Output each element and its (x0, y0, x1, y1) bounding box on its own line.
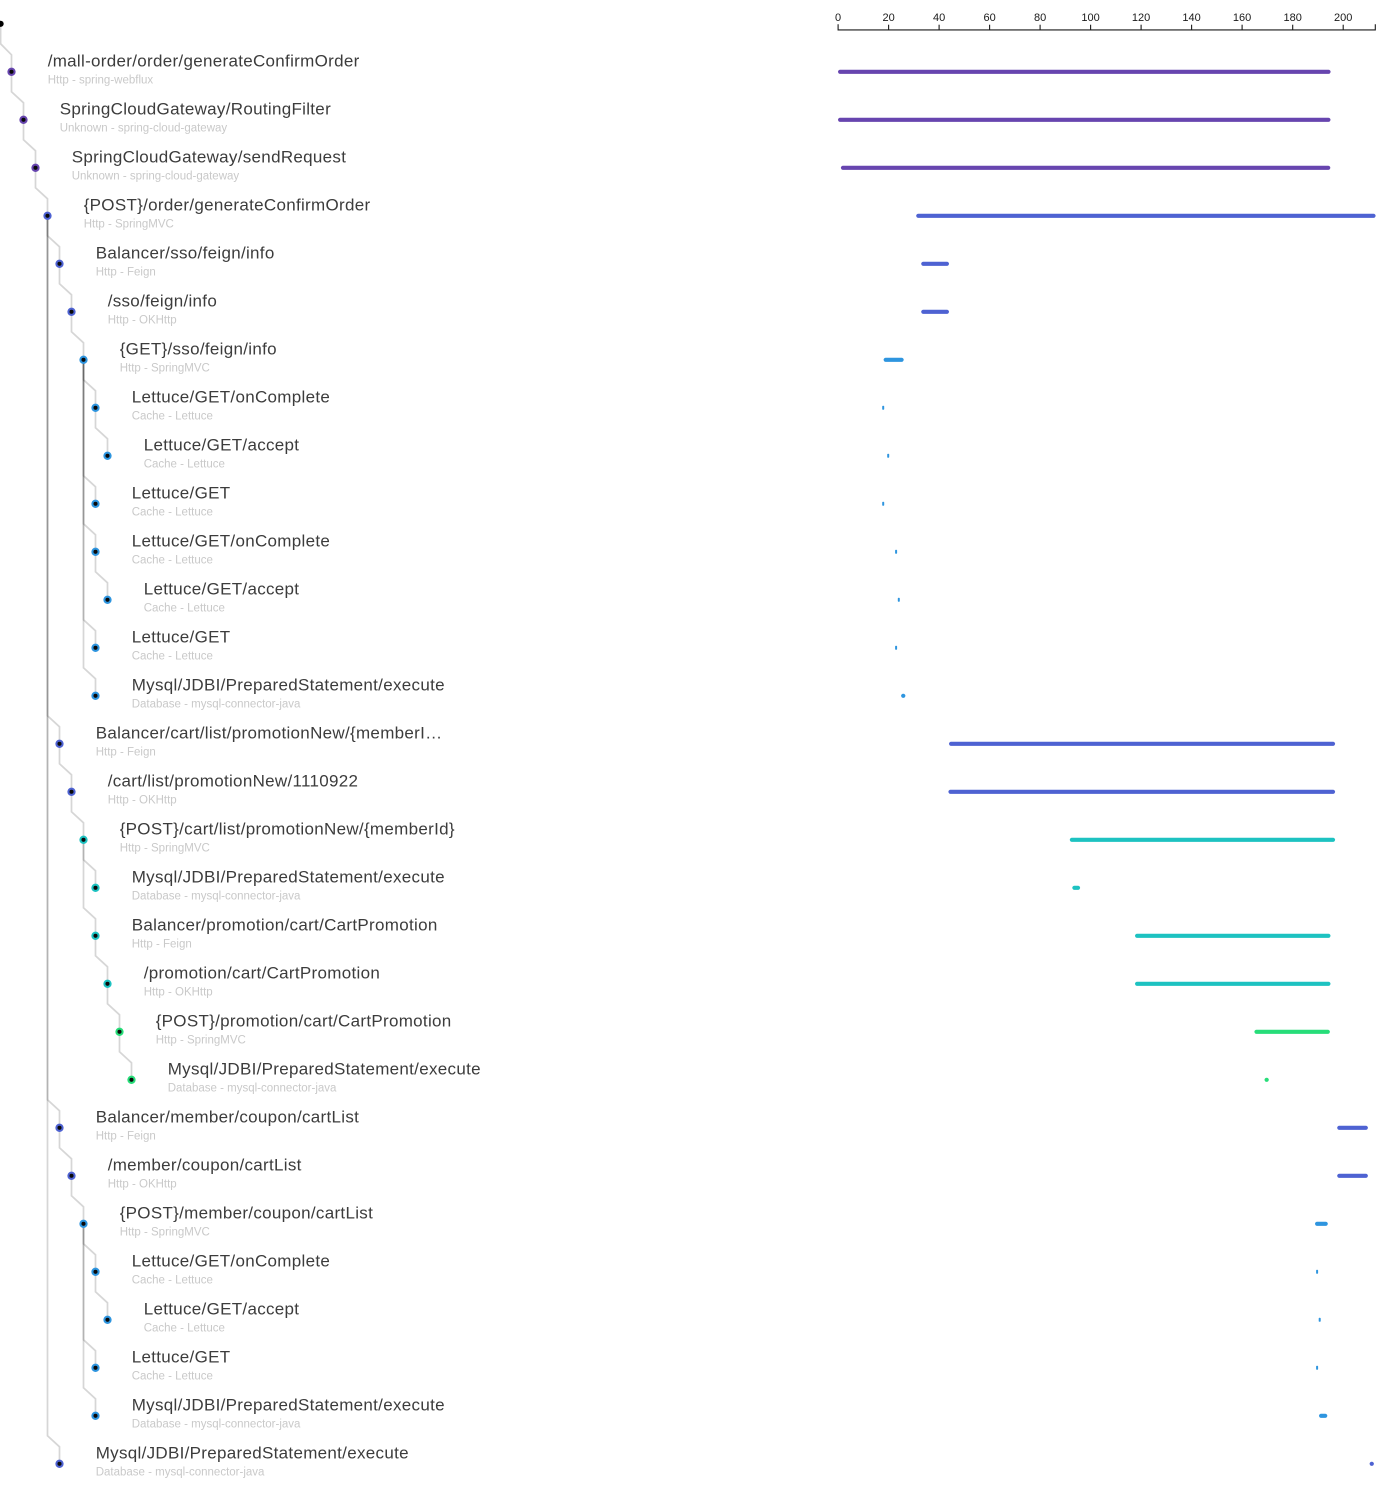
svg-text:Balancer/promotion/cart/CartPr: Balancer/promotion/cart/CartPromotion (132, 916, 438, 935)
svg-text:160: 160 (1233, 12, 1251, 24)
svg-text:Http - OKHttp: Http - OKHttp (108, 1179, 177, 1191)
svg-text:Lettuce/GET: Lettuce/GET (132, 484, 231, 503)
svg-text:Cache - Lettuce: Cache - Lettuce (144, 603, 225, 615)
svg-text:Http - spring-webflux: Http - spring-webflux (48, 75, 154, 87)
svg-text:100: 100 (1081, 12, 1099, 24)
svg-text:Cache - Lettuce: Cache - Lettuce (144, 459, 225, 471)
svg-text:Cache - Lettuce: Cache - Lettuce (132, 1275, 213, 1287)
svg-text:Balancer/member/coupon/cartLis: Balancer/member/coupon/cartList (96, 1108, 359, 1127)
svg-text:Unknown - spring-cloud-gateway: Unknown - spring-cloud-gateway (72, 171, 240, 183)
svg-text:140: 140 (1182, 12, 1200, 24)
svg-text:{POST}/order/generateConfirmOr: {POST}/order/generateConfirmOrder (84, 196, 371, 215)
svg-text:SpringCloudGateway/RoutingFilt: SpringCloudGateway/RoutingFilter (60, 100, 331, 119)
svg-text:/promotion/cart/CartPromotion: /promotion/cart/CartPromotion (144, 964, 380, 983)
svg-text:Http - OKHttp: Http - OKHttp (144, 987, 213, 999)
svg-text:Http - SpringMVC: Http - SpringMVC (84, 219, 174, 231)
svg-text:Database - mysql-connector-jav: Database - mysql-connector-java (132, 1419, 301, 1431)
svg-text:Cache - Lettuce: Cache - Lettuce (132, 651, 213, 663)
svg-text:Mysql/JDBI/PreparedStatement/e: Mysql/JDBI/PreparedStatement/execute (132, 1396, 445, 1415)
svg-text:Http - Feign: Http - Feign (96, 747, 156, 759)
svg-text:/cart/list/promotionNew/111092: /cart/list/promotionNew/1110922 (108, 772, 359, 791)
svg-text:/sso/feign/info: /sso/feign/info (108, 292, 217, 311)
svg-text:Lettuce/GET/accept: Lettuce/GET/accept (144, 1300, 300, 1319)
svg-text:{POST}/promotion/cart/CartProm: {POST}/promotion/cart/CartPromotion (156, 1012, 452, 1031)
svg-text:Cache - Lettuce: Cache - Lettuce (132, 1371, 213, 1383)
svg-text:Cache - Lettuce: Cache - Lettuce (132, 507, 213, 519)
svg-text:200: 200 (1334, 12, 1352, 24)
svg-text:Http - SpringMVC: Http - SpringMVC (120, 1227, 210, 1239)
svg-text:Cache - Lettuce: Cache - Lettuce (132, 555, 213, 567)
svg-text:180: 180 (1284, 12, 1302, 24)
svg-text:/mall-order/order/generateConf: /mall-order/order/generateConfirmOrder (48, 52, 360, 71)
svg-text:{GET}/sso/feign/info: {GET}/sso/feign/info (120, 340, 277, 359)
svg-text:Lettuce/GET: Lettuce/GET (132, 628, 231, 647)
svg-text:Database - mysql-connector-jav: Database - mysql-connector-java (132, 891, 301, 903)
svg-text:Http - Feign: Http - Feign (96, 267, 156, 279)
svg-text:Lettuce/GET/accept: Lettuce/GET/accept (144, 580, 300, 599)
svg-text:Balancer/cart/list/promotionNe: Balancer/cart/list/promotionNew/{memberI… (96, 724, 443, 743)
svg-text:Mysql/JDBI/PreparedStatement/e: Mysql/JDBI/PreparedStatement/execute (132, 868, 445, 887)
svg-text:20: 20 (882, 12, 894, 24)
svg-text:Http - OKHttp: Http - OKHttp (108, 795, 177, 807)
svg-text:Lettuce/GET/onComplete: Lettuce/GET/onComplete (132, 388, 330, 407)
svg-text:Balancer/sso/feign/info: Balancer/sso/feign/info (96, 244, 275, 263)
svg-text:SpringCloudGateway/sendRequest: SpringCloudGateway/sendRequest (72, 148, 347, 167)
svg-text:Lettuce/GET/accept: Lettuce/GET/accept (144, 436, 300, 455)
svg-text:{POST}/cart/list/promotionNew/: {POST}/cart/list/promotionNew/{memberId} (120, 820, 455, 839)
svg-text:40: 40 (933, 12, 945, 24)
svg-text:Database - mysql-connector-jav: Database - mysql-connector-java (168, 1083, 337, 1095)
svg-text:Cache - Lettuce: Cache - Lettuce (132, 411, 213, 423)
svg-text:Mysql/JDBI/PreparedStatement/e: Mysql/JDBI/PreparedStatement/execute (96, 1444, 409, 1463)
svg-text:Unknown - spring-cloud-gateway: Unknown - spring-cloud-gateway (60, 123, 228, 135)
svg-text:120: 120 (1132, 12, 1150, 24)
svg-text:Mysql/JDBI/PreparedStatement/e: Mysql/JDBI/PreparedStatement/execute (132, 676, 445, 695)
svg-text:Cache - Lettuce: Cache - Lettuce (144, 1323, 225, 1335)
svg-text:Lettuce/GET: Lettuce/GET (132, 1348, 231, 1367)
svg-text:Http - Feign: Http - Feign (132, 939, 192, 951)
svg-text:0: 0 (835, 12, 841, 24)
svg-text:{POST}/member/coupon/cartList: {POST}/member/coupon/cartList (120, 1204, 373, 1223)
svg-text:Database - mysql-connector-jav: Database - mysql-connector-java (96, 1467, 265, 1479)
svg-text:Http - SpringMVC: Http - SpringMVC (120, 363, 210, 375)
svg-text:60: 60 (983, 12, 995, 24)
svg-text:Mysql/JDBI/PreparedStatement/e: Mysql/JDBI/PreparedStatement/execute (168, 1060, 481, 1079)
svg-text:Database - mysql-connector-jav: Database - mysql-connector-java (132, 699, 301, 711)
svg-text:Lettuce/GET/onComplete: Lettuce/GET/onComplete (132, 532, 330, 551)
svg-text:Http - SpringMVC: Http - SpringMVC (156, 1035, 246, 1047)
svg-text:Http - OKHttp: Http - OKHttp (108, 315, 177, 327)
svg-text:/member/coupon/cartList: /member/coupon/cartList (108, 1156, 302, 1175)
svg-text:80: 80 (1034, 12, 1046, 24)
svg-text:Http - SpringMVC: Http - SpringMVC (120, 843, 210, 855)
svg-text:Http - Feign: Http - Feign (96, 1131, 156, 1143)
svg-text:Lettuce/GET/onComplete: Lettuce/GET/onComplete (132, 1252, 330, 1271)
